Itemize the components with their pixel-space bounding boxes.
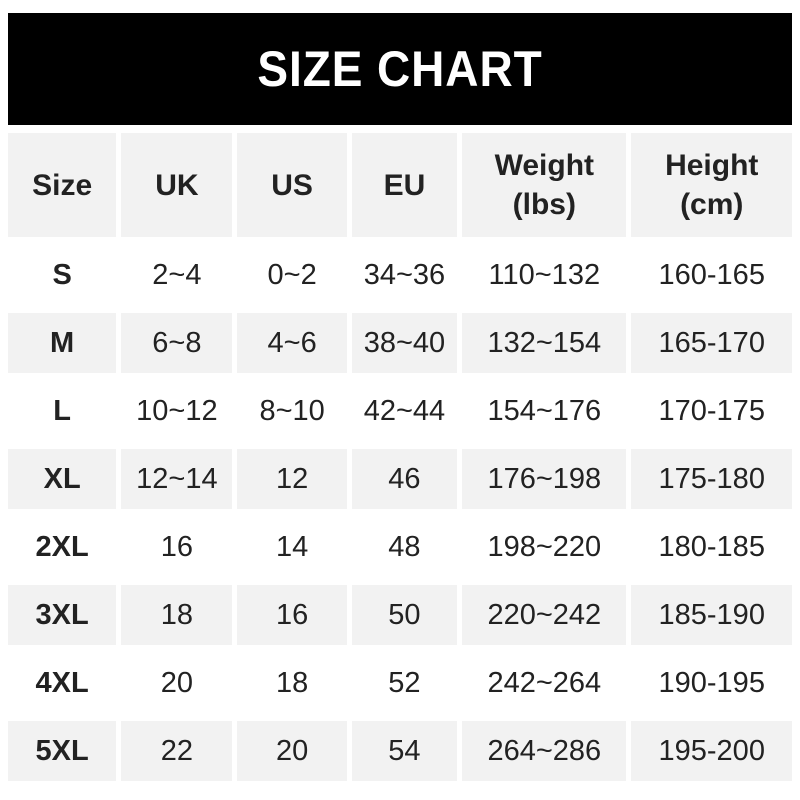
cell-eu: 42~44: [363, 394, 446, 427]
table-row-2xl: 2XL 16 14 48 198~220 180-185: [8, 517, 792, 577]
cell-us: 18: [275, 666, 309, 699]
cell-us: 12: [237, 449, 347, 509]
cell-weight: 220~242: [462, 585, 627, 645]
cell-uk: 18: [121, 585, 233, 645]
cell-uk: 22: [121, 721, 233, 781]
cell-height: 195-200: [631, 721, 792, 781]
cell-size: 4XL: [35, 666, 89, 699]
cell-size: 5XL: [8, 721, 117, 781]
table-row-5xl: 5XL 22 20 54 264~286 195-200: [8, 721, 792, 781]
cell-weight: 154~176: [487, 394, 602, 427]
cell-height: 160-165: [658, 258, 765, 291]
cell-eu: 38~40: [351, 313, 458, 373]
cell-height: 165-170: [631, 313, 792, 373]
column-header-height: Height (cm): [631, 133, 792, 237]
cell-us: 14: [275, 530, 309, 563]
cell-eu: 50: [351, 585, 458, 645]
page-title: SIZE CHART: [257, 41, 543, 97]
table-row-3xl: 3XL 18 16 50 220~242 185-190: [8, 585, 792, 645]
cell-eu: 34~36: [363, 258, 446, 291]
cell-size: 3XL: [8, 585, 117, 645]
cell-us: 16: [237, 585, 347, 645]
table-row-xl: XL 12~14 12 46 176~198 175-180: [8, 449, 792, 509]
cell-eu: 52: [388, 666, 421, 699]
cell-uk: 6~8: [121, 313, 233, 373]
column-header-us: US: [237, 133, 347, 237]
cell-height: 180-185: [658, 530, 765, 563]
cell-us: 8~10: [259, 394, 325, 427]
cell-height: 190-195: [658, 666, 765, 699]
table-header-row: Size UK US EU Weight (lbs) Height (cm): [8, 133, 792, 237]
cell-uk: 10~12: [136, 394, 218, 427]
cell-size: S: [52, 258, 72, 291]
cell-us: 20: [237, 721, 347, 781]
column-header-eu: EU: [351, 133, 458, 237]
cell-us: 4~6: [237, 313, 347, 373]
cell-uk: 16: [160, 530, 193, 563]
cell-eu: 54: [351, 721, 458, 781]
size-chart-banner: SIZE CHART: [8, 13, 792, 125]
cell-us: 0~2: [267, 258, 317, 291]
cell-eu: 48: [388, 530, 421, 563]
cell-uk: 2~4: [152, 258, 202, 291]
cell-height: 175-180: [631, 449, 792, 509]
cell-size: 2XL: [35, 530, 89, 563]
cell-weight: 132~154: [462, 313, 627, 373]
cell-size: M: [8, 313, 117, 373]
cell-weight: 176~198: [462, 449, 627, 509]
table-row-4xl: 4XL 20 18 52 242~264 190-195: [8, 653, 792, 713]
size-chart-table: Size UK US EU Weight (lbs) Height (cm) S…: [8, 133, 792, 781]
column-header-weight: Weight (lbs): [462, 133, 627, 237]
cell-weight: 110~132: [488, 258, 601, 291]
cell-weight: 242~264: [487, 666, 602, 699]
cell-eu: 46: [351, 449, 458, 509]
cell-weight: 198~220: [487, 530, 602, 563]
cell-uk: 12~14: [121, 449, 233, 509]
cell-weight: 264~286: [462, 721, 627, 781]
cell-size: L: [53, 394, 71, 427]
column-header-size: Size: [8, 133, 117, 237]
table-row-l: L 10~12 8~10 42~44 154~176 170-175: [8, 381, 792, 441]
cell-size: XL: [8, 449, 117, 509]
cell-uk: 20: [160, 666, 193, 699]
column-header-uk: UK: [121, 133, 233, 237]
cell-height: 185-190: [631, 585, 792, 645]
table-row-s: S 2~4 0~2 34~36 110~132 160-165: [8, 245, 792, 305]
table-row-m: M 6~8 4~6 38~40 132~154 165-170: [8, 313, 792, 373]
cell-height: 170-175: [658, 394, 765, 427]
